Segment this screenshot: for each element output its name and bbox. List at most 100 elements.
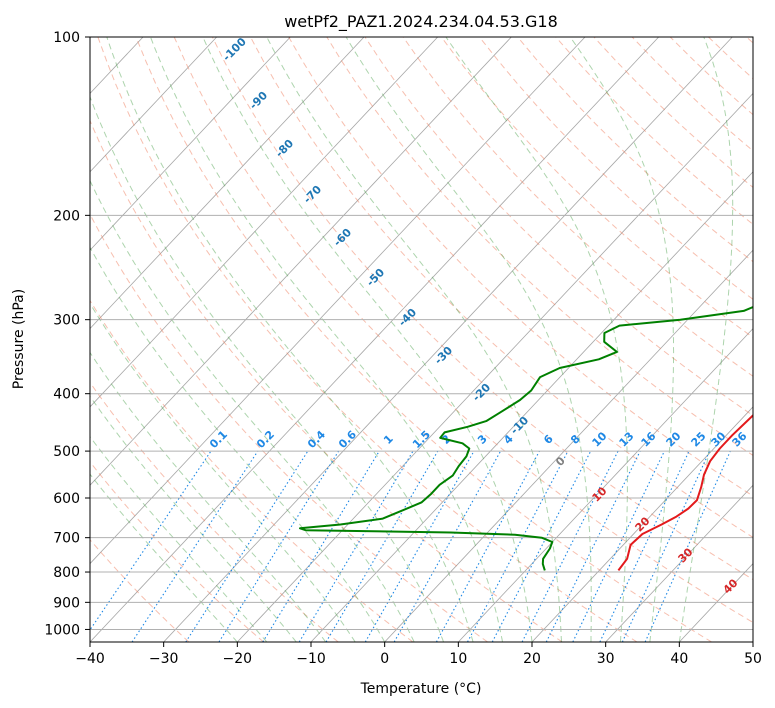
- mixing-ratio-line: [393, 450, 502, 642]
- dry-adiabat-line: [97, 37, 638, 642]
- mixing-ratio-line: [435, 450, 540, 642]
- dry-adiabat-line: [555, 37, 753, 225]
- isotherm-line: [90, 37, 586, 565]
- profile-lines: [299, 305, 753, 571]
- dry-adiabat-line: [90, 299, 414, 642]
- dewpoint-profile-line: [299, 305, 753, 571]
- moist-adiabat-line: [150, 37, 503, 642]
- mixing-ratio-line: [621, 450, 711, 642]
- y-tick-label: 100: [53, 30, 80, 46]
- y-tick-label: 300: [53, 313, 80, 329]
- x-tick-label: 40: [670, 651, 688, 667]
- x-tick-label: 20: [523, 651, 541, 667]
- dry-adiabat-line: [402, 37, 753, 377]
- isotherm-line: [752, 641, 753, 642]
- isotherm-label: -100: [220, 35, 249, 64]
- x-tick-label: 50: [744, 651, 762, 667]
- isotherm-line: [90, 37, 438, 408]
- annotation-labels: -100-90-80-70-60-50-40-30-20-10010203040…: [207, 35, 750, 597]
- y-tick-label: 900: [53, 595, 80, 611]
- dry-adiabat-line: [440, 37, 753, 339]
- dry-adiabat-line: [288, 37, 753, 497]
- isotherm-label: -30: [432, 344, 455, 367]
- isotherm-label: 30: [676, 545, 696, 565]
- mixing-ratio-label: 1.5: [410, 428, 433, 451]
- y-tick-label: 200: [53, 208, 80, 224]
- x-tick-label: −10: [296, 651, 326, 667]
- dry-adiabat-line: [708, 37, 753, 80]
- moist-adiabat-line: [90, 395, 297, 642]
- x-axis-ticks: −40 −30 −20 −10 0 10 20 30 40 50: [75, 642, 762, 667]
- isotherm-line: [90, 37, 217, 173]
- mixing-ratio-label: 0.4: [305, 428, 328, 451]
- mixing-ratio-line: [644, 450, 731, 642]
- mixing-ratio-line: [185, 450, 309, 642]
- y-tick-label: 1000: [44, 622, 80, 638]
- moist-adiabat-line: [90, 179, 415, 642]
- mixing-ratio-label: 0.6: [336, 428, 359, 451]
- dry-adiabat-line: [90, 461, 264, 642]
- mixing-ratio-label: 1: [381, 432, 396, 447]
- temperature-profile-line: [617, 413, 753, 571]
- x-tick-label: 30: [597, 651, 615, 667]
- dry-adiabat-line: [631, 37, 753, 152]
- moist-adiabat-line: [90, 246, 386, 642]
- mixing-ratio-line: [364, 450, 475, 642]
- mixing-ratio-line: [262, 450, 380, 642]
- x-tick-label: −20: [223, 651, 253, 667]
- moist-adiabat-line: [345, 37, 592, 642]
- mixing-ratio-label: 10: [590, 429, 610, 449]
- x-tick-label: −30: [149, 651, 179, 667]
- moist-adiabat-line: [90, 95, 445, 642]
- moist-adiabat-line: [266, 37, 562, 642]
- mixing-ratio-line: [131, 450, 259, 642]
- mixing-ratio-line: [572, 450, 665, 642]
- isotherm-label: 0: [553, 454, 568, 469]
- moist-adiabat-line: [445, 37, 628, 642]
- isotherm-label: -70: [301, 183, 324, 206]
- isotherm-line: [605, 484, 753, 642]
- isotherm-line: [310, 171, 753, 642]
- dry-adiabat-line: [173, 37, 753, 624]
- dry-adiabat-line: [326, 37, 753, 457]
- moist-adiabat-line: [202, 37, 533, 642]
- x-axis-label: Temperature (°C): [360, 681, 482, 697]
- mixing-ratio-label: 25: [689, 430, 709, 450]
- isotherm-line: [90, 37, 659, 642]
- y-tick-label: 400: [53, 387, 80, 403]
- mixing-ratio-line: [90, 450, 212, 631]
- dry-adiabat-line: [90, 119, 563, 642]
- isotherm-line: [90, 37, 512, 486]
- mixing-ratio-line: [545, 450, 641, 642]
- mixing-ratio-label: 36: [730, 429, 750, 449]
- isotherm-label: -80: [273, 137, 296, 160]
- background-lines: [90, 37, 753, 642]
- moist-adiabat-line: [90, 351, 327, 642]
- dry-adiabat-line: [211, 37, 753, 581]
- moist-adiabat-line: [90, 473, 238, 642]
- chart-title: wetPf2_PAZ1.2024.234.04.53.G18: [284, 12, 558, 32]
- isotherm-line: [90, 37, 291, 251]
- mixing-ratio-line: [298, 450, 414, 642]
- dry-adiabat-line: [746, 37, 753, 44]
- y-tick-label: 500: [53, 444, 80, 460]
- x-tick-label: −40: [75, 651, 105, 667]
- mixing-ratio-label: 6: [541, 432, 556, 447]
- dry-adiabat-line: [135, 37, 712, 642]
- isotherm-line: [458, 327, 753, 642]
- isotherm-line: [90, 37, 365, 330]
- isotherm-line: [237, 92, 753, 642]
- y-tick-label: 600: [53, 491, 80, 507]
- dry-adiabat-line: [250, 37, 753, 538]
- isotherm-line: [384, 249, 753, 642]
- moist-adiabat-line: [569, 37, 675, 642]
- isotherm-line: [531, 406, 753, 642]
- y-axis-ticks: 1000 900 800 700 600 500 400 300 200 100: [44, 30, 90, 638]
- isotherm-label: -20: [470, 381, 493, 404]
- moist-adiabat-line: [678, 37, 734, 642]
- mixing-ratio-line: [325, 450, 439, 642]
- isotherm-label: -40: [396, 306, 419, 329]
- y-tick-label: 700: [53, 531, 80, 547]
- y-tick-label: 800: [53, 565, 80, 581]
